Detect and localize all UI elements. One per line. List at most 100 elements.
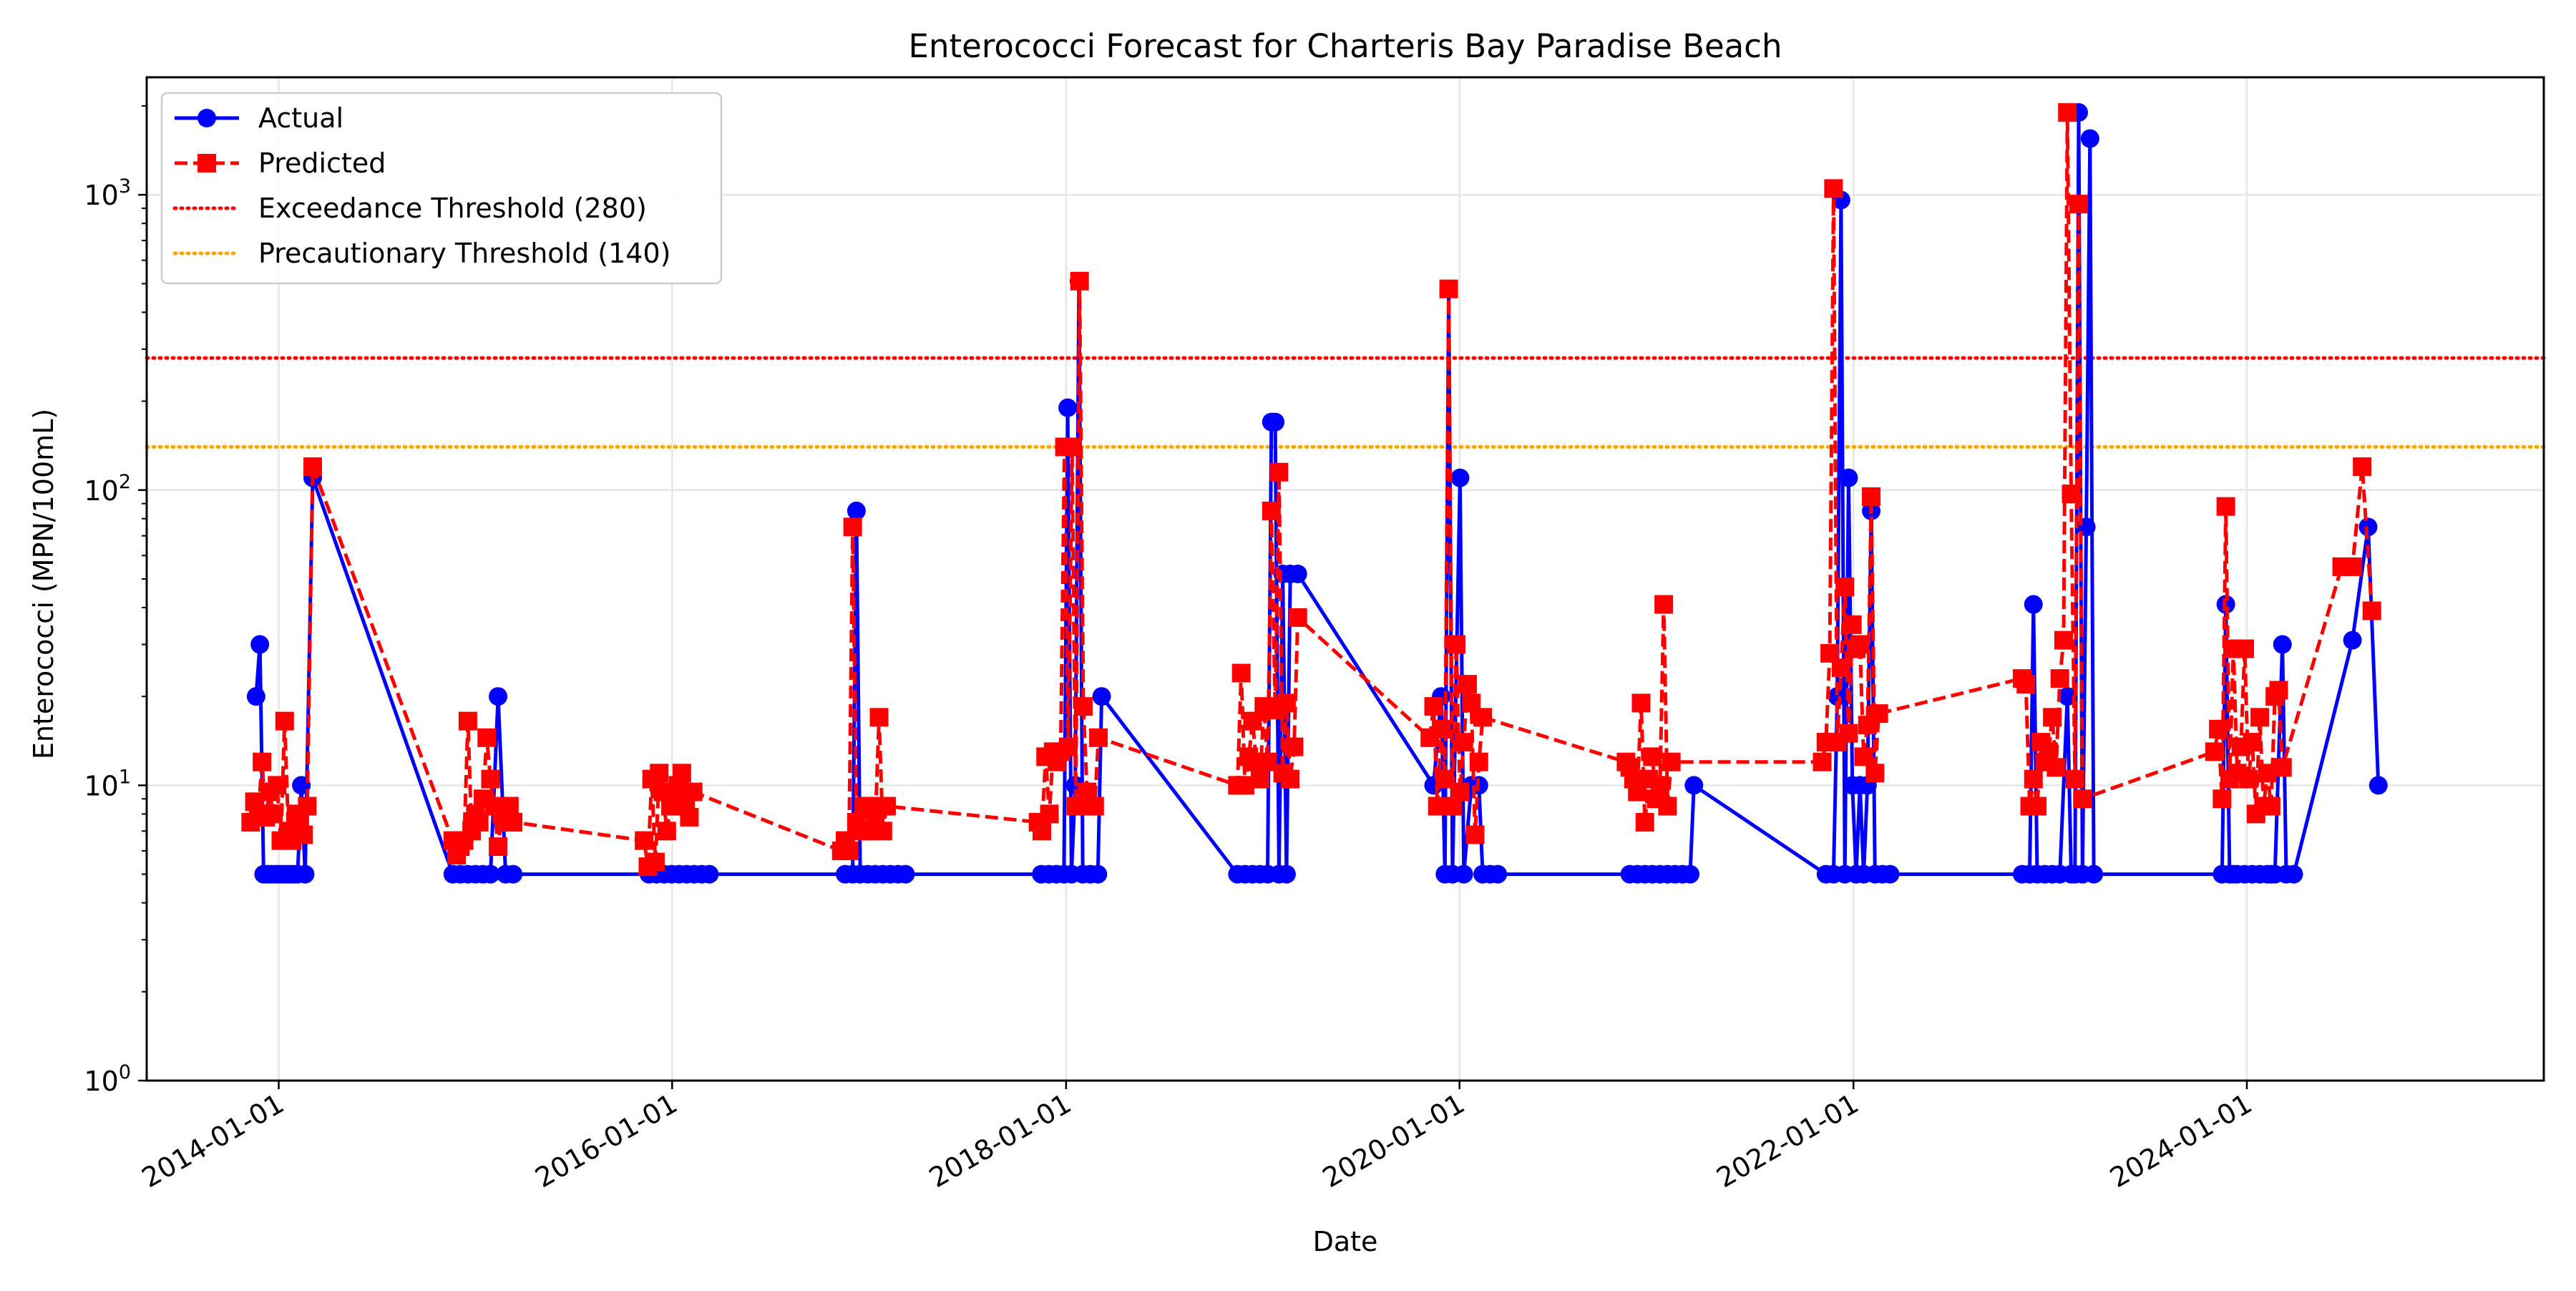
data-point-marker (2362, 601, 2381, 620)
data-point-marker (1839, 468, 1858, 487)
plot-frame (145, 76, 2545, 1082)
data-point-marker (839, 841, 859, 860)
data-point-marker (635, 831, 654, 850)
data-point-marker (294, 825, 313, 844)
data-point-marker (2353, 457, 2372, 477)
legend-marker (197, 154, 216, 172)
data-point-marker (275, 711, 294, 731)
data-point-marker (469, 812, 489, 832)
data-point-marker (2054, 630, 2073, 650)
data-point-marker (1654, 595, 1674, 614)
data-point-marker (1831, 658, 1850, 678)
data-point-marker (645, 852, 665, 872)
data-point-marker (1277, 693, 1296, 713)
data-point-marker (1450, 468, 1470, 487)
data-point-marker (1869, 704, 1888, 724)
data-point-marker (1266, 412, 1285, 432)
data-point-marker (1281, 769, 1300, 789)
data-point-marker (896, 864, 915, 884)
data-point-marker (1032, 822, 1051, 841)
data-point-marker (1231, 663, 1251, 683)
data-point-marker (1854, 747, 1873, 766)
data-point-marker (477, 728, 497, 747)
data-point-marker (1843, 615, 1862, 634)
data-point-marker (458, 711, 477, 731)
data-point-marker (2343, 630, 2362, 650)
data-point-marker (700, 864, 719, 884)
data-point-marker (499, 796, 519, 816)
data-point-marker (2209, 719, 2228, 739)
data-point-marker (2343, 557, 2362, 576)
data-point-marker (869, 708, 889, 727)
data-point-marker (2243, 733, 2262, 752)
data-point-marker (1473, 708, 1493, 727)
data-point-marker (2062, 484, 2081, 504)
data-point-marker (1684, 776, 1704, 795)
data-point-marker (843, 517, 862, 537)
data-point-marker (1269, 462, 1289, 482)
data-point-marker (1650, 776, 1669, 795)
x-tick-label: 2016-01-01 (530, 1088, 683, 1194)
data-point-marker (1432, 719, 1451, 739)
data-point-marker (1813, 752, 1832, 771)
data-point-marker (1454, 733, 1473, 752)
data-point-marker (1070, 271, 1089, 291)
data-point-marker (298, 796, 317, 816)
data-point-marker (2028, 796, 2047, 816)
data-point-marker (1088, 864, 1108, 884)
data-point-marker (1862, 487, 1881, 506)
data-point-marker (2024, 595, 2043, 614)
data-point-marker (1288, 564, 1307, 583)
data-point-marker (489, 837, 508, 857)
data-point-marker (847, 501, 866, 520)
data-point-marker (1262, 501, 1281, 520)
data-point-marker (1469, 752, 1488, 771)
data-point-marker (2046, 758, 2066, 777)
data-point-marker (504, 812, 523, 832)
data-point-marker (1058, 737, 1078, 756)
data-point-marker (489, 687, 508, 706)
y-tick-label: 100 (84, 1061, 131, 1097)
y-tick-label: 102 (84, 471, 131, 507)
data-point-marker (1439, 279, 1458, 298)
data-point-marker (1092, 687, 1111, 706)
data-point-marker (1085, 796, 1104, 816)
data-point-marker (1454, 864, 1473, 884)
data-point-marker (481, 769, 500, 789)
data-point-marker (2058, 103, 2077, 122)
chart-title: Enterococci Forecast for Charteris Bay P… (909, 27, 1782, 65)
y-axis-label: Enterococci (MPN/100mL) (28, 409, 59, 759)
data-point-marker (1865, 764, 1885, 783)
legend-marker (197, 109, 216, 127)
data-point-marker (2235, 639, 2255, 658)
legend-label: Exceedance Threshold (280) (258, 193, 647, 224)
data-point-marker (672, 764, 691, 783)
data-point-marker (2273, 758, 2292, 777)
data-point-marker (1040, 804, 1059, 824)
x-tick-label: 2024-01-01 (2104, 1088, 2257, 1194)
data-point-marker (1828, 687, 1847, 706)
threshold-lines (145, 356, 2546, 449)
legend-label: Predicted (258, 147, 386, 179)
data-point-marker (877, 796, 897, 816)
x-tick-label: 2020-01-01 (1317, 1088, 1470, 1194)
data-point-marker (246, 687, 265, 706)
data-point-marker (1631, 693, 1651, 713)
data-point-marker (504, 864, 523, 884)
data-point-marker (2073, 789, 2092, 809)
legend-box (160, 92, 723, 285)
data-point-marker (2212, 789, 2232, 809)
data-point-marker (1662, 752, 1681, 771)
data-point-marker (2050, 669, 2069, 688)
data-point-marker (2039, 742, 2058, 761)
data-point-marker (1073, 697, 1093, 716)
data-point-marker (2084, 864, 2104, 884)
data-point-marker (1681, 864, 1700, 884)
data-point-marker (1880, 864, 1900, 884)
data-point-marker (1635, 812, 1654, 832)
legend-label: Precautionary Threshold (140) (258, 238, 670, 269)
data-point-marker (1643, 747, 1662, 766)
x-tick-label: 2022-01-01 (1711, 1088, 1863, 1194)
data-point-marker (2016, 675, 2036, 694)
